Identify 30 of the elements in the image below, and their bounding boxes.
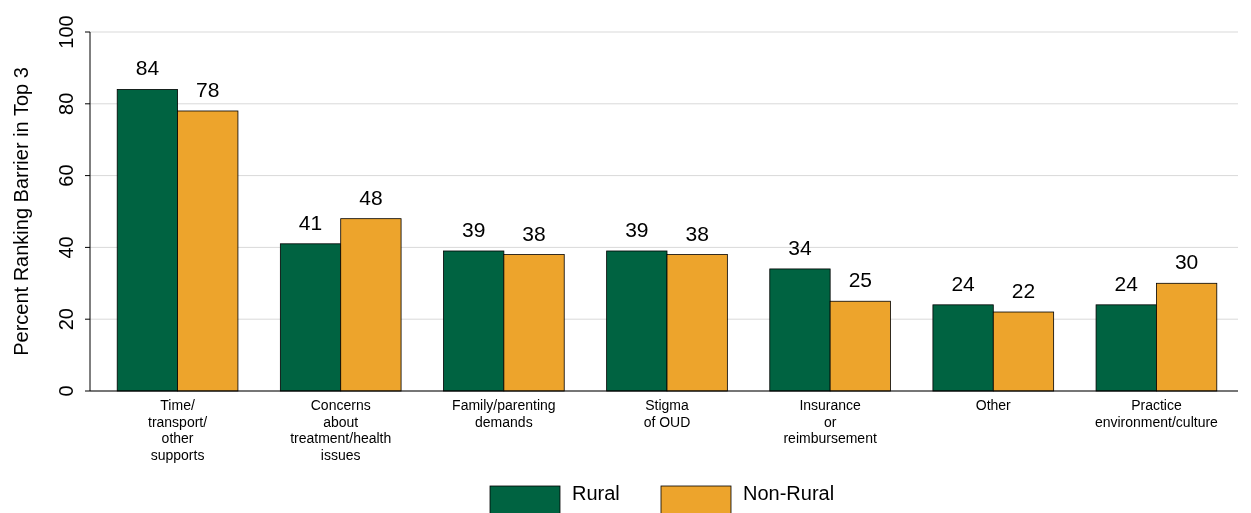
- y-tick-label: 100: [55, 15, 77, 49]
- x-tick-label: Stigma of OUD: [643, 397, 691, 430]
- x-tick-label: Other: [975, 397, 1012, 413]
- data-label: 24: [951, 271, 976, 295]
- y-tick-label: 20: [55, 308, 77, 331]
- data-label: 39: [462, 217, 486, 241]
- y-axis-title: Percent Ranking Barrier in Top 3: [10, 67, 32, 356]
- y-tick-label: 60: [55, 164, 77, 187]
- data-label: 39: [625, 217, 649, 241]
- data-label: 24: [1114, 271, 1139, 295]
- y-tick-label: 0: [55, 385, 77, 397]
- data-label: 41: [298, 210, 323, 234]
- legend-label: Non-Rural: [743, 482, 835, 504]
- x-tick-label: Time/ transport/ other supports: [148, 397, 208, 463]
- y-tick-label: 80: [55, 92, 77, 115]
- data-label: 38: [522, 221, 546, 245]
- data-label: 30: [1174, 250, 1199, 274]
- legend-label: Rural: [572, 482, 620, 504]
- data-label: 22: [1011, 279, 1036, 303]
- x-tick-label: Practice environment/culture: [1094, 397, 1219, 430]
- data-label: 48: [359, 185, 383, 209]
- data-label: 38: [685, 221, 709, 245]
- data-label: 84: [135, 56, 160, 80]
- data-label: 34: [788, 235, 812, 259]
- y-tick-label: 40: [55, 236, 77, 259]
- x-tick-label: Concerns about treatment/health issues: [290, 397, 392, 463]
- x-tick-label: Insurance or reimbursement: [783, 397, 877, 446]
- x-tick-label: Family/parenting demands: [452, 397, 556, 430]
- data-label: 78: [196, 77, 220, 101]
- data-label: 25: [848, 268, 872, 292]
